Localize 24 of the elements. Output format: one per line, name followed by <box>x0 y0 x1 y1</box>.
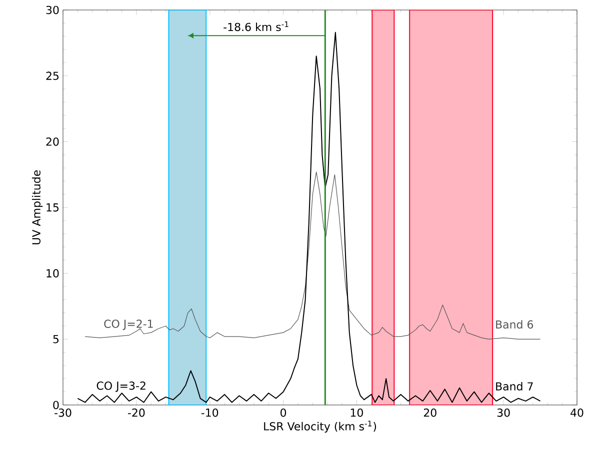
x-tick-label: 0 <box>280 408 286 417</box>
x-tick-label: -30 <box>54 408 72 417</box>
annotation: -18.6 km s$^{-1}$ <box>224 21 288 32</box>
x-tick-label: -20 <box>128 408 145 417</box>
y-tick-label: 25 <box>46 72 59 80</box>
x-axis-title: LSR Velocity (km s$^{-1}$) <box>264 420 376 433</box>
x-tick-label: 30 <box>497 408 510 417</box>
series-label: CO J=3-2 <box>96 382 146 392</box>
y-axis-title: UV Amplitude <box>32 170 43 244</box>
x-tick-label: 20 <box>424 408 436 417</box>
y-tick-label: 10 <box>46 269 59 278</box>
annotation: Band 6 <box>496 320 534 329</box>
x-tick-label: 10 <box>350 408 363 417</box>
y-tick-label: 0 <box>53 400 59 410</box>
y-tick-label: 20 <box>46 138 59 146</box>
series-label: CO J=2-1 <box>104 320 153 330</box>
y-tick-label: 30 <box>46 6 59 14</box>
y-tick-label: 5 <box>53 335 59 344</box>
line-series <box>84 172 541 340</box>
annotation: Band 7 <box>496 382 533 391</box>
x-tick-label: 40 <box>570 408 584 417</box>
x-tick-label: -10 <box>201 408 218 417</box>
line-series <box>77 32 541 403</box>
y-tick-label: 15 <box>46 203 59 212</box>
